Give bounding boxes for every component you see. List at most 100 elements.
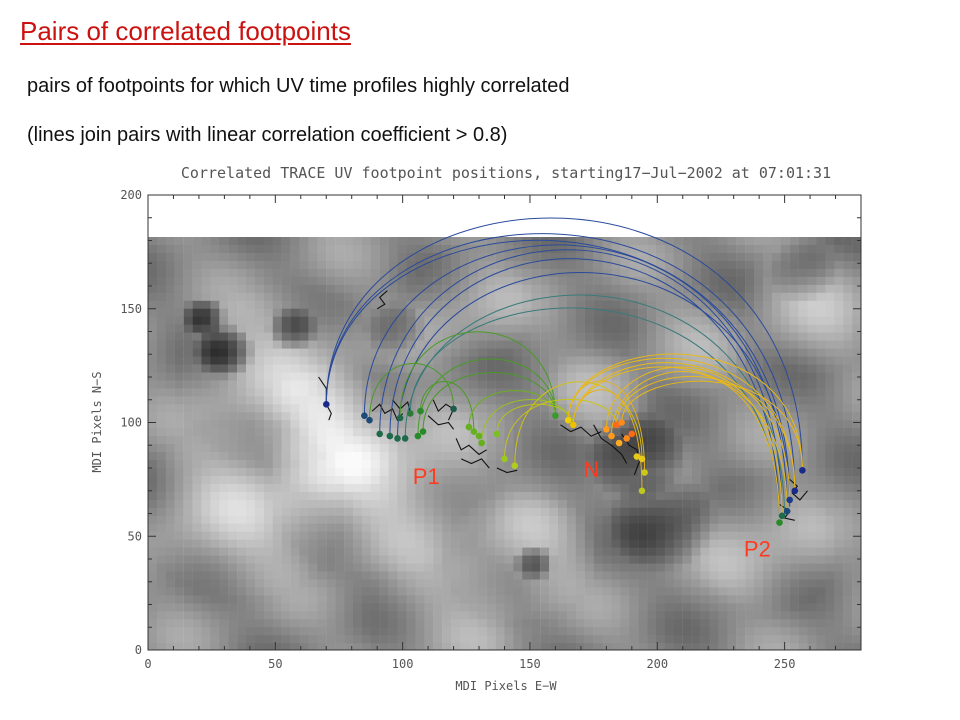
image-pixel — [700, 482, 710, 492]
image-pixel — [442, 570, 452, 580]
image-pixel — [272, 243, 282, 253]
image-pixel — [540, 514, 550, 524]
image-pixel — [664, 554, 674, 564]
image-pixel — [558, 466, 568, 476]
image-pixel — [477, 506, 487, 516]
image-pixel — [798, 498, 808, 508]
image-pixel — [638, 530, 648, 540]
image-pixel — [584, 403, 594, 413]
y-tick-label: 100 — [120, 416, 142, 430]
image-pixel — [816, 331, 826, 341]
image-pixel — [673, 435, 683, 445]
image-pixel — [780, 634, 790, 644]
image-pixel — [459, 530, 469, 540]
image-pixel — [852, 514, 861, 524]
image-pixel — [237, 443, 247, 453]
image-pixel — [353, 562, 363, 572]
image-pixel — [397, 506, 407, 516]
image-pixel — [183, 291, 193, 301]
image-pixel — [629, 291, 639, 301]
image-pixel — [335, 610, 345, 620]
image-pixel — [165, 474, 175, 484]
image-pixel — [290, 594, 300, 604]
image-pixel — [522, 514, 532, 524]
image-pixel — [763, 514, 773, 524]
image-pixel — [736, 243, 746, 253]
image-pixel — [558, 450, 568, 460]
image-pixel — [263, 323, 273, 333]
image-pixel — [754, 506, 764, 516]
image-pixel — [263, 634, 273, 644]
image-pixel — [771, 490, 781, 500]
image-pixel — [549, 267, 559, 277]
image-pixel — [513, 323, 523, 333]
image-pixel — [602, 323, 612, 333]
image-pixel — [575, 458, 585, 468]
image-pixel — [308, 379, 318, 389]
image-pixel — [727, 490, 737, 500]
image-pixel — [290, 514, 300, 524]
image-pixel — [451, 522, 461, 532]
image-pixel — [745, 610, 755, 620]
image-pixel — [611, 522, 621, 532]
image-pixel — [513, 490, 523, 500]
image-pixel — [183, 578, 193, 588]
image-pixel — [629, 371, 639, 381]
image-pixel — [709, 618, 719, 628]
image-pixel — [584, 371, 594, 381]
image-pixel — [540, 458, 550, 468]
image-pixel — [834, 283, 844, 293]
image-pixel — [361, 291, 371, 301]
image-pixel — [602, 618, 612, 628]
image-pixel — [584, 570, 594, 580]
image-pixel — [424, 522, 434, 532]
image-pixel — [718, 490, 728, 500]
image-pixel — [388, 586, 398, 596]
image-pixel — [370, 530, 380, 540]
image-pixel — [593, 363, 603, 373]
image-pixel — [228, 267, 238, 277]
image-pixel — [344, 435, 354, 445]
image-pixel — [584, 562, 594, 572]
image-pixel — [834, 371, 844, 381]
image-pixel — [424, 347, 434, 357]
image-pixel — [192, 411, 202, 421]
image-pixel — [353, 427, 363, 437]
image-pixel — [477, 530, 487, 540]
image-pixel — [540, 237, 550, 245]
image-pixel — [816, 363, 826, 373]
image-pixel — [593, 299, 603, 309]
image-pixel — [647, 339, 657, 349]
image-pixel — [575, 411, 585, 421]
image-pixel — [254, 610, 264, 620]
image-pixel — [522, 443, 532, 453]
image-pixel — [281, 443, 291, 453]
image-pixel — [308, 339, 318, 349]
image-pixel — [335, 562, 345, 572]
image-pixel — [700, 570, 710, 580]
image-pixel — [549, 243, 559, 253]
image-pixel — [442, 237, 452, 245]
image-pixel — [495, 355, 505, 365]
image-pixel — [763, 570, 773, 580]
image-pixel — [798, 243, 808, 253]
image-pixel — [798, 347, 808, 357]
image-pixel — [165, 578, 175, 588]
image-pixel — [477, 586, 487, 596]
image-pixel — [317, 387, 327, 397]
image-pixel — [308, 522, 318, 532]
image-pixel — [228, 642, 238, 650]
image-pixel — [834, 315, 844, 325]
image-pixel — [192, 498, 202, 508]
image-pixel — [504, 498, 514, 508]
image-pixel — [263, 299, 273, 309]
image-pixel — [397, 251, 407, 261]
image-pixel — [477, 538, 487, 548]
image-pixel — [611, 514, 621, 524]
image-pixel — [379, 355, 389, 365]
image-pixel — [317, 379, 327, 389]
image-pixel — [602, 267, 612, 277]
image-pixel — [379, 450, 389, 460]
footpoint-marker — [511, 462, 518, 470]
image-pixel — [575, 403, 585, 413]
